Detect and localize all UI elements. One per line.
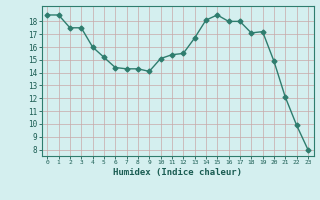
X-axis label: Humidex (Indice chaleur): Humidex (Indice chaleur) — [113, 168, 242, 177]
